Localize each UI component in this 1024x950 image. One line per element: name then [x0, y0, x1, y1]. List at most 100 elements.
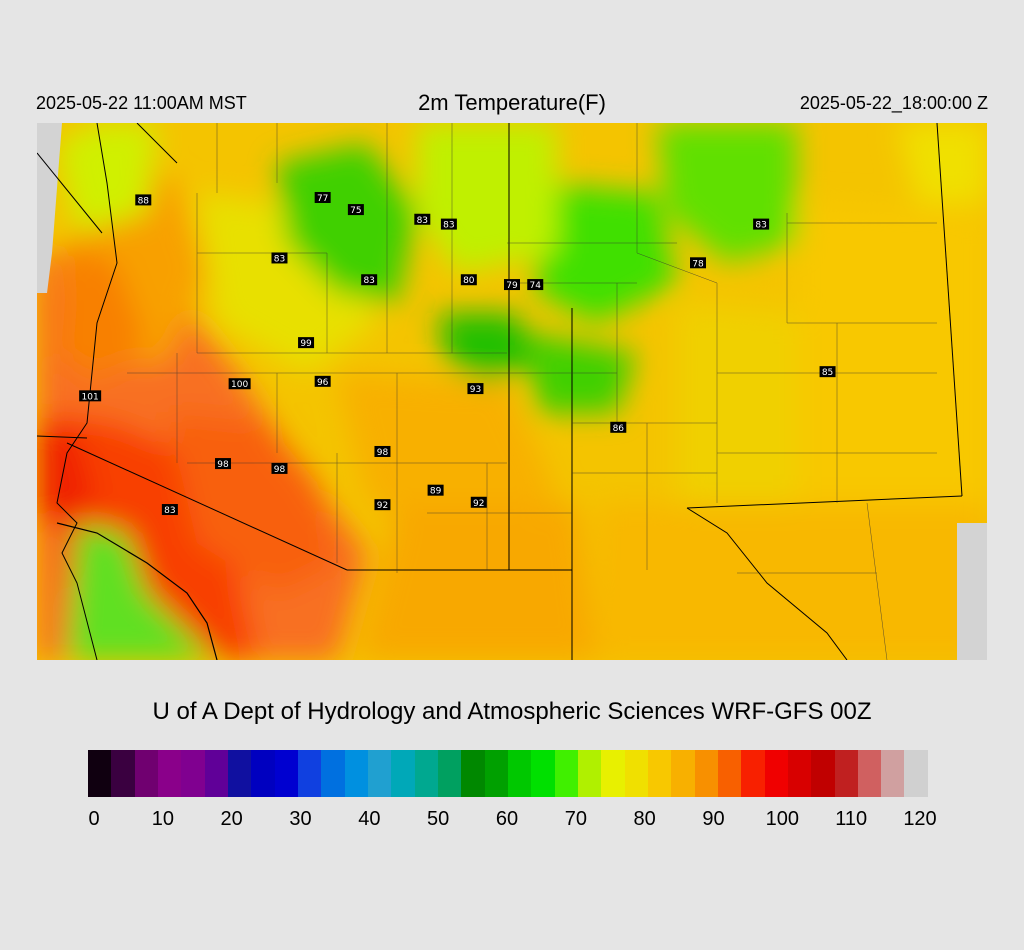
station-value: 77 [317, 194, 328, 204]
station-label-bg [819, 366, 836, 378]
local-time-label: 2025-05-22 11:00AM MST [36, 93, 247, 113]
colorbar-tick-label: 90 [702, 808, 725, 830]
colorbar-segment [507, 750, 532, 797]
station-label-bg [690, 257, 707, 269]
station-value: 88 [138, 196, 150, 206]
station-label: 75 [347, 204, 364, 216]
colorbar-segment [88, 750, 112, 797]
colorbar-segment [297, 750, 322, 797]
station-label: 92 [374, 499, 391, 511]
station-label: 100 [228, 378, 251, 390]
colorbar-segment [741, 750, 765, 797]
station-label: 79 [504, 279, 520, 291]
station-label-bg [361, 274, 378, 286]
colorbar-segment [437, 750, 462, 797]
station-label-bg [298, 337, 315, 349]
station-label-bg [527, 279, 544, 291]
station-value: 100 [231, 380, 248, 390]
station-value: 83 [164, 506, 175, 516]
colorbar-segment [787, 750, 812, 797]
colorbar-segment [577, 750, 602, 797]
station-label: 83 [271, 252, 288, 264]
station-value: 86 [613, 424, 625, 434]
station-label: 98 [215, 458, 232, 470]
station-value: 80 [463, 276, 475, 286]
colorbar-segment [531, 750, 555, 797]
colorbar-segment [111, 750, 135, 797]
colorbar-segment [461, 750, 485, 797]
station-value: 101 [82, 392, 99, 402]
station-label: 83 [361, 274, 378, 286]
colorbar-ticks: 0 10 20 30 40 50 60 70 80 90 100 110 120 [0, 808, 1024, 838]
station-label-bg [427, 484, 444, 496]
station-label-bg [135, 194, 152, 206]
station-label-bg [314, 375, 331, 387]
colorbar-segment [904, 750, 928, 797]
station-label: 86 [610, 421, 627, 434]
colorbar-segment [694, 750, 718, 797]
station-label-bg [414, 213, 431, 225]
station-label-bg [314, 191, 331, 203]
station-label-bg [228, 378, 251, 390]
colorbar-tick-label: 120 [903, 808, 937, 830]
colorbar-segment [764, 750, 788, 797]
station-label: 83 [414, 213, 431, 226]
colorbar-segment [671, 750, 695, 797]
colorbar-segment [157, 750, 182, 797]
station-value: 98 [377, 448, 389, 458]
colorbar-segment [274, 750, 298, 797]
colorbar-tick-label: 40 [358, 808, 381, 830]
station-value: 93 [470, 385, 481, 395]
station-label: 96 [314, 375, 331, 388]
station-value: 98 [217, 460, 229, 470]
temperature-field [37, 123, 987, 660]
station-value: 74 [530, 281, 542, 291]
station-label-bg [440, 218, 457, 230]
station-label: 98 [374, 445, 391, 458]
station-value: 92 [473, 499, 484, 509]
station-label-bg [215, 458, 232, 470]
station-label: 83 [440, 218, 457, 231]
station-label: 92 [470, 496, 487, 509]
station-value: 83 [755, 221, 766, 231]
station-value: 78 [692, 259, 704, 269]
valid-time-label: 2025-05-22_18:00:00 Z [799, 93, 988, 113]
station-label-bg [271, 252, 288, 264]
station-value: 83 [363, 276, 374, 286]
colorbar-tick-label: 0 [88, 808, 100, 830]
colorbar-segment [227, 750, 252, 797]
station-label-bg [753, 218, 770, 230]
colorbar-segment [414, 750, 438, 797]
colorbar-segment [857, 750, 882, 797]
credit-line: U of A Dept of Hydrology and Atmospheric… [152, 698, 872, 725]
station-labels: 88 77 75 83 83 83 83 80 79 74 83 78 99 100 96 101 93 86 85… [79, 191, 836, 516]
station-label: 88 [135, 194, 152, 206]
station-value: 83 [417, 216, 428, 226]
station-value: 75 [350, 206, 361, 216]
station-value: 85 [822, 368, 833, 378]
station-label-bg [374, 499, 391, 511]
station-label-bg [467, 383, 484, 395]
station-value: 83 [274, 254, 285, 264]
colorbar [88, 750, 928, 797]
colorbar-segment [717, 750, 742, 797]
colorbar-segment [484, 750, 508, 797]
station-label: 83 [161, 504, 178, 516]
colorbar-segment [647, 750, 672, 797]
station-value: 96 [317, 378, 329, 388]
station-label-bg [79, 390, 102, 402]
station-label: 98 [271, 462, 288, 475]
colorbar-tick-label: 10 [151, 808, 174, 830]
station-label-bg [470, 496, 487, 508]
station-label: 80 [460, 274, 477, 286]
station-label-bg [610, 421, 627, 433]
station-value: 79 [506, 281, 518, 291]
station-value: 92 [377, 501, 388, 511]
colorbar-tick-label: 50 [427, 808, 450, 830]
station-label-bg [504, 279, 520, 291]
station-label-bg [460, 274, 477, 286]
station-label-bg [374, 445, 391, 457]
station-label-bg [347, 204, 364, 216]
colorbar-segment [367, 750, 392, 797]
colorbar-segment [134, 750, 158, 797]
